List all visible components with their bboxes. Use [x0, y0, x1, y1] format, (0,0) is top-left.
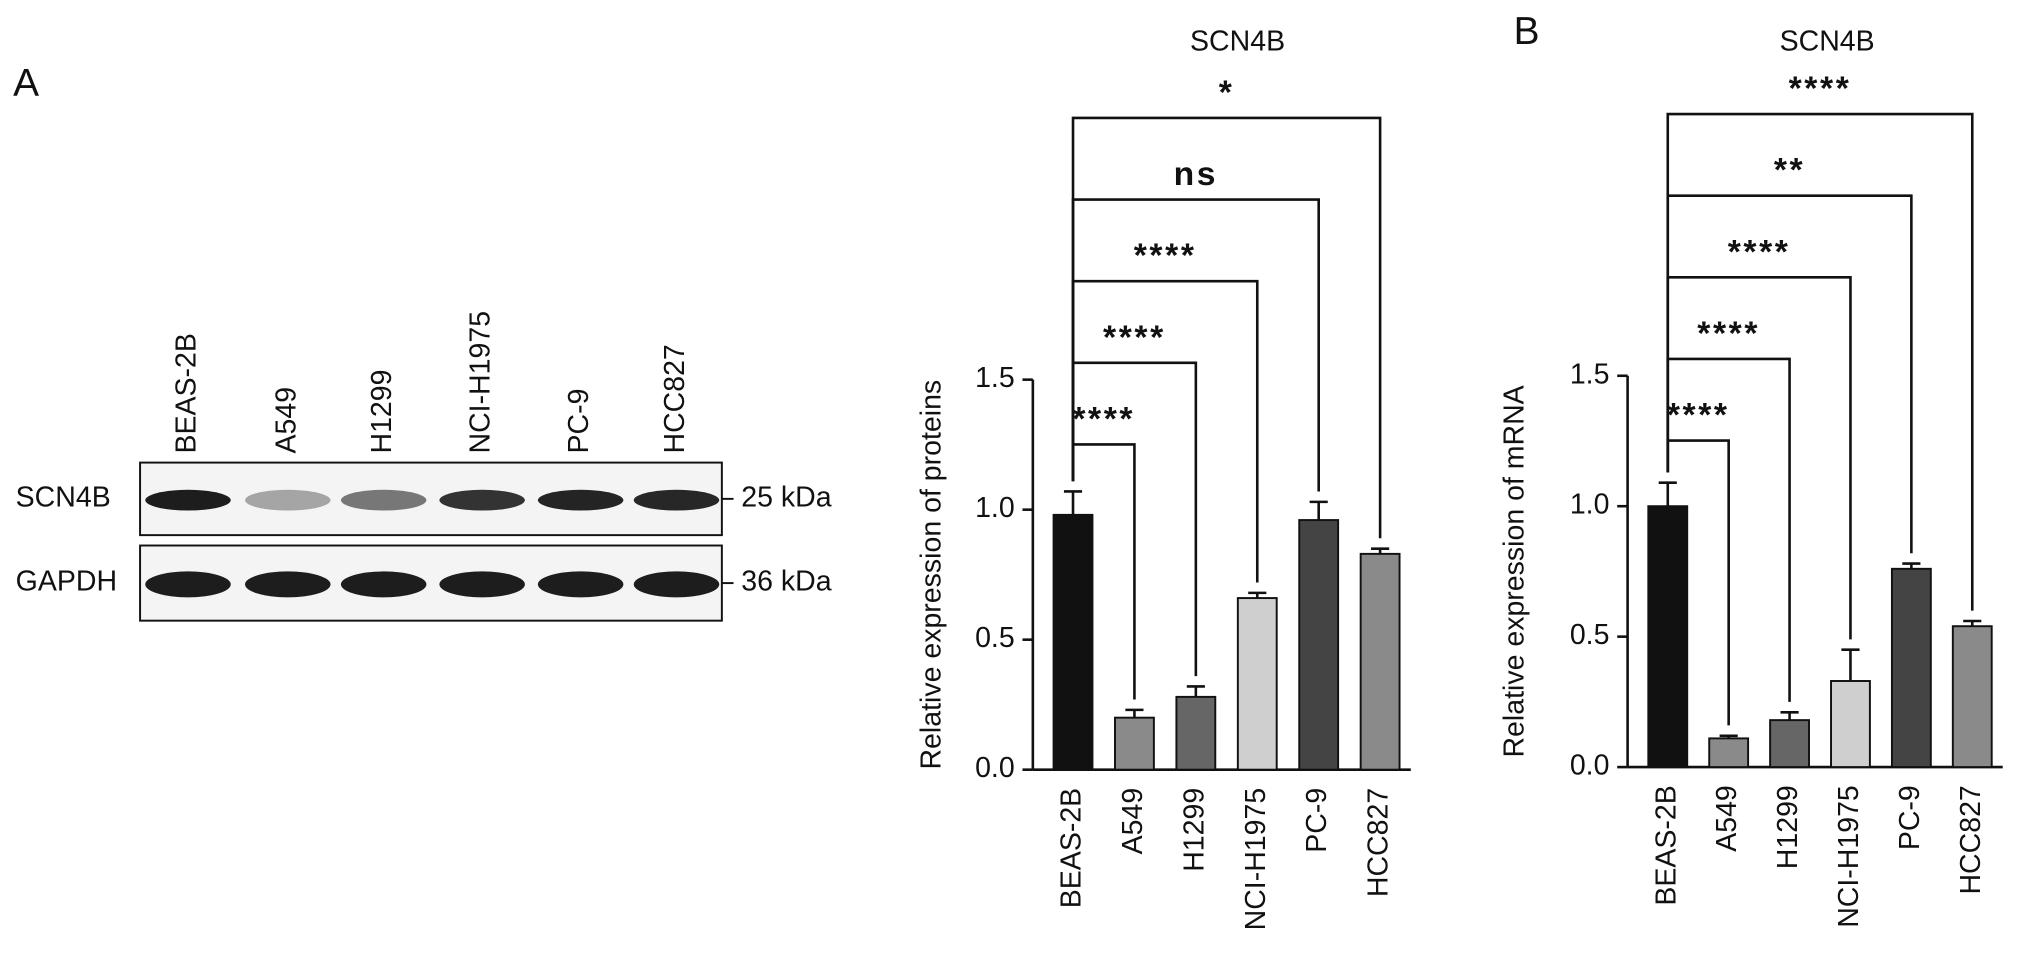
- significance-label: ****: [1789, 71, 1852, 108]
- blot-row-label: GAPDH: [16, 566, 117, 598]
- x-tick-label: A549: [1711, 785, 1743, 852]
- x-tick-label: HCC827: [1955, 785, 1987, 894]
- y-axis-label: Relative expression of mRNA: [1499, 385, 1531, 757]
- y-tick-label: 0.5: [975, 622, 1015, 654]
- bar: [1114, 716, 1155, 771]
- band: [340, 489, 427, 511]
- panel-label: A: [13, 62, 39, 105]
- band: [245, 571, 331, 598]
- blot-frame: [139, 544, 723, 622]
- band: [537, 489, 624, 511]
- band: [633, 489, 720, 511]
- band: [145, 489, 231, 511]
- band: [340, 571, 427, 598]
- panel-label: B: [1514, 10, 1540, 53]
- significance-label: ****: [1103, 319, 1166, 356]
- bar: [1769, 719, 1810, 769]
- x-tick-label: A549: [1117, 788, 1149, 855]
- significance-bracket: [1666, 112, 1974, 611]
- band: [439, 489, 525, 511]
- lane-label: H1299: [366, 370, 398, 454]
- significance-label: ns: [1174, 156, 1218, 193]
- y-tick-label: 1.5: [1570, 358, 1610, 390]
- y-tick-label: 1.0: [1570, 489, 1610, 521]
- significance-label: **: [1774, 152, 1805, 189]
- blot-size-label: 36 kDa: [741, 566, 831, 598]
- lane-label: BEAS-2B: [171, 333, 203, 453]
- x-tick-label: H1299: [1178, 788, 1210, 872]
- bar: [1708, 737, 1750, 769]
- blot-frame: [139, 461, 723, 537]
- x-tick-label: NCI-H1975: [1833, 785, 1865, 928]
- significance-label: *: [1219, 74, 1235, 111]
- bar: [1175, 695, 1217, 771]
- bar: [1236, 597, 1278, 771]
- lane-label: HCC827: [659, 344, 691, 453]
- y-tick-label: 0.0: [1570, 750, 1610, 782]
- band: [537, 571, 624, 598]
- significance-label: ****: [1072, 401, 1135, 438]
- chart-title: SCN4B: [1780, 25, 1875, 57]
- x-tick-label: HCC827: [1363, 788, 1395, 897]
- significance-bracket: [1071, 116, 1382, 539]
- band: [633, 571, 720, 598]
- y-tick-label: 0.0: [975, 752, 1015, 784]
- band: [145, 571, 231, 598]
- y-tick-label: 0.5: [1570, 619, 1610, 651]
- x-tick-label: PC-9: [1301, 788, 1333, 853]
- bar: [1359, 552, 1401, 771]
- significance-label: ****: [1697, 315, 1760, 352]
- x-tick-label: NCI-H1975: [1240, 788, 1272, 931]
- significance-label: ****: [1667, 397, 1730, 434]
- y-tick-label: 1.0: [975, 492, 1015, 524]
- bar: [1890, 567, 1932, 769]
- band: [245, 489, 331, 511]
- lane-label: PC-9: [563, 389, 595, 454]
- bar: [1052, 513, 1094, 771]
- blot-row-label: SCN4B: [16, 481, 111, 513]
- western-blot: [139, 461, 723, 622]
- y-axis-label: Relative expression of proteins: [916, 380, 948, 770]
- x-tick-label: BEAS-2B: [1056, 788, 1088, 908]
- band: [439, 571, 525, 598]
- x-tick-label: BEAS-2B: [1650, 785, 1682, 905]
- significance-label: ****: [1728, 234, 1791, 271]
- lane-label: A549: [270, 387, 302, 454]
- significance-label: ****: [1134, 238, 1197, 275]
- bar: [1830, 680, 1871, 769]
- x-tick-label: H1299: [1772, 785, 1804, 869]
- lane-label: NCI-H1975: [465, 311, 497, 454]
- bar: [1647, 505, 1689, 769]
- blot-size-label: 25 kDa: [741, 481, 831, 513]
- x-tick-label: PC-9: [1894, 785, 1926, 850]
- bar: [1951, 625, 1993, 769]
- bar: [1298, 519, 1340, 771]
- y-tick-label: 1.5: [975, 362, 1015, 394]
- chart-title: SCN4B: [1190, 25, 1285, 57]
